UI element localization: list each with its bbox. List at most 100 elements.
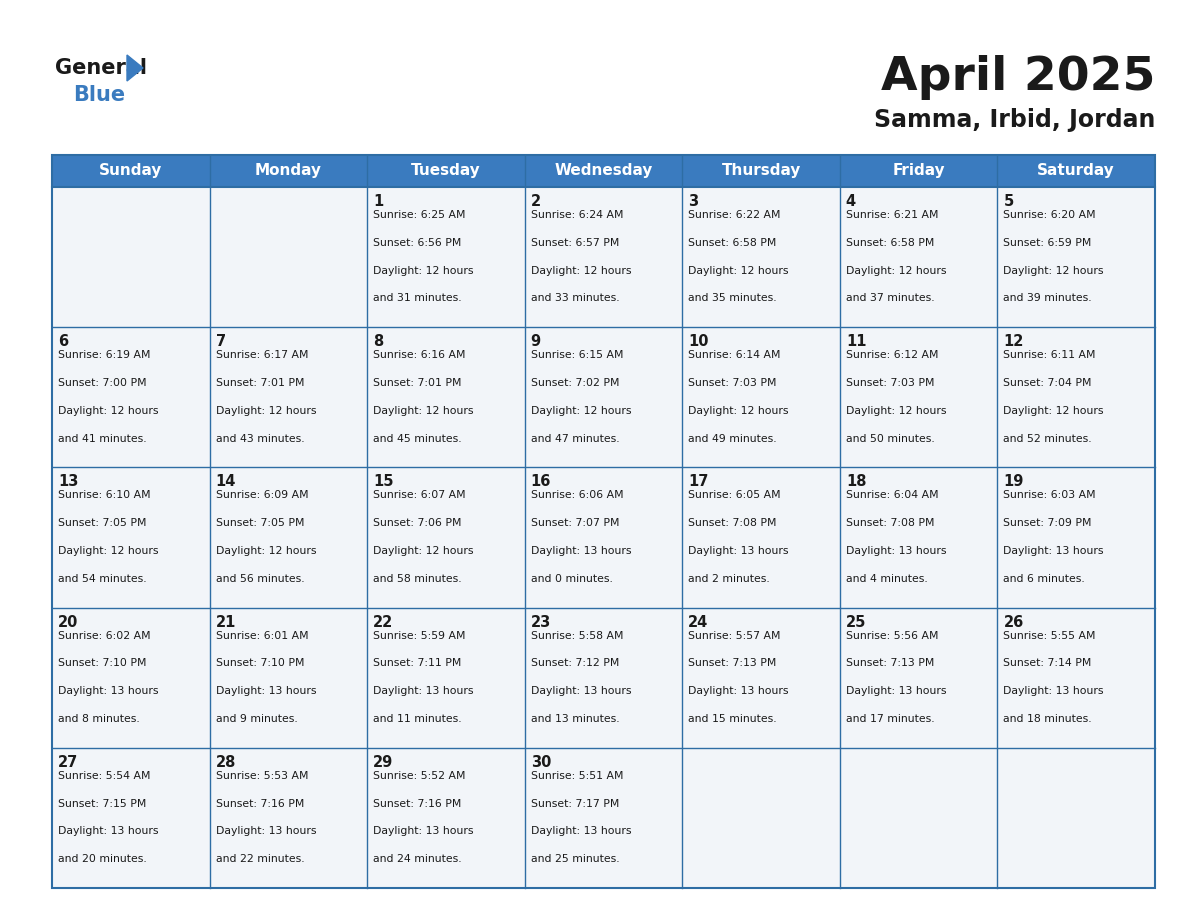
Bar bbox=[525, 608, 682, 748]
Text: Thursday: Thursday bbox=[721, 163, 801, 178]
Bar bbox=[209, 187, 367, 327]
Text: Sunset: 7:02 PM: Sunset: 7:02 PM bbox=[531, 378, 619, 388]
Text: 16: 16 bbox=[531, 475, 551, 489]
Text: Sunrise: 6:12 AM: Sunrise: 6:12 AM bbox=[846, 350, 939, 360]
Text: and 43 minutes.: and 43 minutes. bbox=[215, 433, 304, 443]
Text: Daylight: 12 hours: Daylight: 12 hours bbox=[373, 406, 474, 416]
Text: Sunrise: 6:21 AM: Sunrise: 6:21 AM bbox=[846, 210, 939, 220]
Text: Daylight: 13 hours: Daylight: 13 hours bbox=[1004, 686, 1104, 696]
Text: and 37 minutes.: and 37 minutes. bbox=[846, 294, 935, 304]
Text: Sunrise: 6:11 AM: Sunrise: 6:11 AM bbox=[1004, 350, 1095, 360]
Text: and 33 minutes.: and 33 minutes. bbox=[531, 294, 619, 304]
Text: Daylight: 12 hours: Daylight: 12 hours bbox=[531, 265, 631, 275]
Text: Daylight: 13 hours: Daylight: 13 hours bbox=[531, 546, 631, 556]
Text: Daylight: 13 hours: Daylight: 13 hours bbox=[531, 826, 631, 836]
Bar bbox=[209, 327, 367, 467]
Text: and 13 minutes.: and 13 minutes. bbox=[531, 714, 619, 724]
Text: 4: 4 bbox=[846, 194, 857, 209]
Bar bbox=[682, 155, 840, 187]
Text: 17: 17 bbox=[688, 475, 709, 489]
Text: 24: 24 bbox=[688, 614, 708, 630]
Bar bbox=[998, 327, 1155, 467]
Text: and 35 minutes.: and 35 minutes. bbox=[688, 294, 777, 304]
Text: Daylight: 12 hours: Daylight: 12 hours bbox=[531, 406, 631, 416]
Text: and 56 minutes.: and 56 minutes. bbox=[215, 574, 304, 584]
Text: Sunrise: 6:15 AM: Sunrise: 6:15 AM bbox=[531, 350, 624, 360]
Text: Sunset: 7:09 PM: Sunset: 7:09 PM bbox=[1004, 518, 1092, 528]
Text: Daylight: 12 hours: Daylight: 12 hours bbox=[373, 546, 474, 556]
Text: and 52 minutes.: and 52 minutes. bbox=[1004, 433, 1092, 443]
Text: Sunset: 7:05 PM: Sunset: 7:05 PM bbox=[58, 518, 146, 528]
Text: Daylight: 12 hours: Daylight: 12 hours bbox=[58, 406, 158, 416]
Text: Sunrise: 6:20 AM: Sunrise: 6:20 AM bbox=[1004, 210, 1097, 220]
Bar bbox=[52, 155, 1155, 888]
Text: Sunrise: 6:04 AM: Sunrise: 6:04 AM bbox=[846, 490, 939, 500]
Text: Sunrise: 6:17 AM: Sunrise: 6:17 AM bbox=[215, 350, 308, 360]
Text: Daylight: 13 hours: Daylight: 13 hours bbox=[688, 686, 789, 696]
Text: Sunrise: 5:59 AM: Sunrise: 5:59 AM bbox=[373, 631, 466, 641]
Text: and 50 minutes.: and 50 minutes. bbox=[846, 433, 935, 443]
Text: and 41 minutes.: and 41 minutes. bbox=[58, 433, 146, 443]
Text: Sunset: 6:58 PM: Sunset: 6:58 PM bbox=[846, 238, 934, 248]
Text: Sunset: 7:12 PM: Sunset: 7:12 PM bbox=[531, 658, 619, 668]
Text: 18: 18 bbox=[846, 475, 866, 489]
Bar bbox=[682, 608, 840, 748]
Bar bbox=[998, 155, 1155, 187]
Text: Sunset: 7:11 PM: Sunset: 7:11 PM bbox=[373, 658, 461, 668]
Text: Sunrise: 6:05 AM: Sunrise: 6:05 AM bbox=[688, 490, 781, 500]
Text: Daylight: 12 hours: Daylight: 12 hours bbox=[215, 406, 316, 416]
Text: and 2 minutes.: and 2 minutes. bbox=[688, 574, 770, 584]
Bar bbox=[52, 327, 209, 467]
Text: General: General bbox=[55, 58, 147, 78]
Text: Sunset: 7:15 PM: Sunset: 7:15 PM bbox=[58, 799, 146, 809]
Text: Sunset: 7:01 PM: Sunset: 7:01 PM bbox=[373, 378, 462, 388]
Bar bbox=[840, 467, 998, 608]
Text: 13: 13 bbox=[58, 475, 78, 489]
Text: Sunset: 6:59 PM: Sunset: 6:59 PM bbox=[1004, 238, 1092, 248]
Text: Daylight: 13 hours: Daylight: 13 hours bbox=[373, 686, 474, 696]
Text: Sunset: 7:03 PM: Sunset: 7:03 PM bbox=[846, 378, 934, 388]
Text: Daylight: 12 hours: Daylight: 12 hours bbox=[846, 265, 947, 275]
Text: Sunrise: 5:58 AM: Sunrise: 5:58 AM bbox=[531, 631, 624, 641]
Text: Sunrise: 6:19 AM: Sunrise: 6:19 AM bbox=[58, 350, 151, 360]
Text: 25: 25 bbox=[846, 614, 866, 630]
Bar bbox=[840, 187, 998, 327]
Bar bbox=[367, 327, 525, 467]
Polygon shape bbox=[127, 55, 143, 81]
Text: Sunrise: 6:24 AM: Sunrise: 6:24 AM bbox=[531, 210, 624, 220]
Text: Sunrise: 6:10 AM: Sunrise: 6:10 AM bbox=[58, 490, 151, 500]
Text: 3: 3 bbox=[688, 194, 699, 209]
Bar bbox=[998, 748, 1155, 888]
Text: Daylight: 12 hours: Daylight: 12 hours bbox=[846, 406, 947, 416]
Text: 5: 5 bbox=[1004, 194, 1013, 209]
Bar bbox=[840, 608, 998, 748]
Bar bbox=[682, 327, 840, 467]
Text: Sunset: 7:13 PM: Sunset: 7:13 PM bbox=[846, 658, 934, 668]
Bar bbox=[52, 187, 209, 327]
Bar bbox=[998, 187, 1155, 327]
Text: Sunrise: 5:53 AM: Sunrise: 5:53 AM bbox=[215, 771, 308, 781]
Text: and 18 minutes.: and 18 minutes. bbox=[1004, 714, 1092, 724]
Text: and 54 minutes.: and 54 minutes. bbox=[58, 574, 146, 584]
Text: and 6 minutes.: and 6 minutes. bbox=[1004, 574, 1085, 584]
Text: Sunrise: 6:09 AM: Sunrise: 6:09 AM bbox=[215, 490, 308, 500]
Text: Daylight: 12 hours: Daylight: 12 hours bbox=[1004, 406, 1104, 416]
Text: Sunset: 7:13 PM: Sunset: 7:13 PM bbox=[688, 658, 777, 668]
Text: Daylight: 13 hours: Daylight: 13 hours bbox=[846, 686, 947, 696]
Text: and 4 minutes.: and 4 minutes. bbox=[846, 574, 928, 584]
Text: 2: 2 bbox=[531, 194, 541, 209]
Text: 7: 7 bbox=[215, 334, 226, 349]
Text: 20: 20 bbox=[58, 614, 78, 630]
Text: and 8 minutes.: and 8 minutes. bbox=[58, 714, 140, 724]
Text: Sunset: 6:57 PM: Sunset: 6:57 PM bbox=[531, 238, 619, 248]
Text: Sunset: 7:08 PM: Sunset: 7:08 PM bbox=[688, 518, 777, 528]
Bar bbox=[525, 467, 682, 608]
Text: and 17 minutes.: and 17 minutes. bbox=[846, 714, 935, 724]
Text: Sunset: 7:16 PM: Sunset: 7:16 PM bbox=[215, 799, 304, 809]
Bar bbox=[840, 327, 998, 467]
Bar bbox=[682, 748, 840, 888]
Bar bbox=[209, 467, 367, 608]
Bar bbox=[998, 467, 1155, 608]
Text: 21: 21 bbox=[215, 614, 236, 630]
Bar bbox=[525, 327, 682, 467]
